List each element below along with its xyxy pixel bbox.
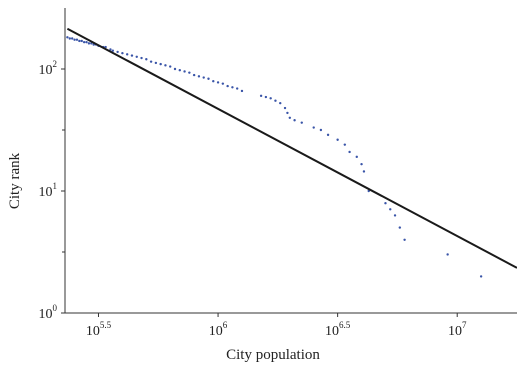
data-point xyxy=(283,106,287,110)
data-point xyxy=(85,40,88,44)
data-point xyxy=(82,40,86,44)
data-point xyxy=(202,76,205,79)
data-point xyxy=(212,80,215,83)
data-point xyxy=(116,50,119,54)
data-point xyxy=(240,89,244,93)
data-point xyxy=(68,37,71,40)
data-point xyxy=(326,133,330,137)
data-point xyxy=(286,111,289,115)
data-point xyxy=(66,36,69,39)
data-point xyxy=(360,162,363,166)
data-point xyxy=(479,275,483,278)
data-point xyxy=(403,238,406,241)
fit-line xyxy=(66,27,517,269)
data-point xyxy=(279,101,282,105)
data-point xyxy=(164,64,167,67)
data-point xyxy=(355,155,358,159)
data-points xyxy=(66,36,483,278)
data-point xyxy=(135,55,138,58)
data-point xyxy=(121,51,124,55)
data-point xyxy=(312,126,315,129)
data-point xyxy=(197,75,201,78)
data-point xyxy=(264,95,268,99)
y-ticks: 100 101 102 xyxy=(39,59,65,322)
data-point xyxy=(109,48,112,51)
data-point xyxy=(259,94,263,98)
data-point xyxy=(343,143,347,146)
data-point xyxy=(398,226,402,229)
x-tick-label: 107 xyxy=(448,320,467,339)
data-point xyxy=(78,39,81,43)
data-point xyxy=(169,65,172,68)
data-point xyxy=(111,49,115,52)
x-tick-label: 106 xyxy=(209,320,228,339)
data-point xyxy=(75,38,79,41)
data-point xyxy=(192,73,196,77)
y-tick-label: 102 xyxy=(39,59,58,78)
data-point xyxy=(336,138,339,141)
data-point xyxy=(173,67,177,71)
data-point xyxy=(226,84,229,88)
data-point xyxy=(389,208,392,211)
data-point xyxy=(288,116,292,120)
data-point xyxy=(188,71,191,74)
data-point xyxy=(130,54,134,57)
data-point xyxy=(183,70,186,73)
data-point xyxy=(80,39,83,43)
data-point xyxy=(70,37,74,40)
data-point xyxy=(348,150,351,154)
data-point xyxy=(221,82,225,85)
data-point xyxy=(73,38,76,41)
data-point xyxy=(274,99,277,102)
data-point xyxy=(87,42,91,45)
data-point xyxy=(216,81,220,84)
data-point xyxy=(178,69,181,72)
data-point xyxy=(235,87,239,90)
x-ticks: 105.5 106 106.5 107 xyxy=(86,313,467,339)
y-axis-label: City rank xyxy=(7,152,23,209)
data-point xyxy=(293,119,296,122)
data-point xyxy=(140,56,143,60)
y-tick-label: 101 xyxy=(39,181,58,200)
data-point xyxy=(300,121,303,124)
data-point xyxy=(159,62,162,66)
plot-area: 100 101 102 105.5 106 106.5 107 xyxy=(39,8,517,339)
y-tick-label: 100 xyxy=(39,303,58,322)
x-tick-label: 106.5 xyxy=(325,320,351,339)
data-point xyxy=(149,60,153,63)
data-point xyxy=(269,97,272,100)
x-axis-label: City population xyxy=(226,347,320,363)
data-point xyxy=(207,77,210,80)
data-point xyxy=(384,202,387,205)
data-point xyxy=(145,58,148,61)
data-point xyxy=(319,128,323,132)
data-point xyxy=(125,53,129,56)
data-point xyxy=(446,253,449,256)
data-point xyxy=(231,86,234,89)
data-point xyxy=(154,61,158,65)
data-point xyxy=(393,214,397,217)
x-tick-label: 105.5 xyxy=(86,320,112,339)
data-point xyxy=(362,170,366,173)
